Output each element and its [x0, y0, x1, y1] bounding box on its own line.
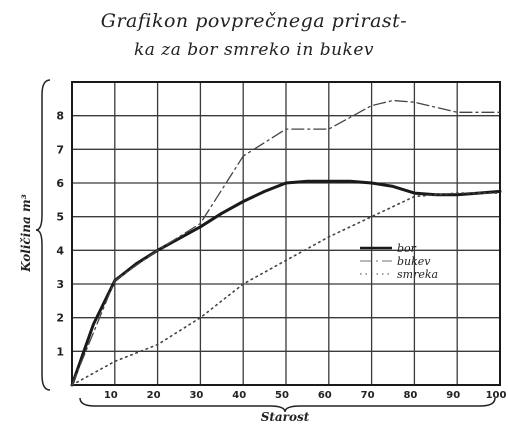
x-tick-label: 60	[318, 390, 332, 401]
series-line-bor	[70, 179, 502, 387]
x-axis-label: Starost	[261, 410, 310, 424]
y-tick-label: 5	[56, 211, 64, 224]
plot-frame	[71, 81, 501, 386]
legend-label-bor: bor	[397, 242, 417, 255]
x-tick-label: 100	[486, 390, 507, 401]
legend-label-bukev: bukev	[397, 255, 431, 268]
y-tick-label: 4	[56, 244, 64, 257]
series-line-smreka	[71, 192, 501, 386]
chart-title: Grafikon povprečnega prirast-	[100, 10, 408, 32]
series-line-bukev	[71, 99, 501, 386]
x-tick-label: 30	[189, 390, 203, 401]
y-tick-label: 2	[56, 312, 64, 325]
x-tick-label: 40	[232, 390, 246, 401]
x-tick-label: 70	[361, 390, 375, 401]
x-tick-label: 90	[446, 390, 460, 401]
x-axis-brace	[79, 397, 496, 413]
y-axis-brace	[35, 79, 51, 391]
x-tick-label: 80	[403, 390, 417, 401]
x-tick-label: 50	[275, 390, 289, 401]
y-tick-label: 6	[56, 177, 64, 190]
chart-subtitle: ka za bor smreko in bukev	[133, 40, 375, 60]
y-tick-label: 8	[56, 110, 64, 123]
legend-label-smreka: smreka	[397, 268, 438, 281]
x-tick-label: 20	[147, 390, 161, 401]
x-tick-label: 10	[104, 390, 118, 401]
y-tick-label: 3	[56, 278, 64, 291]
y-axis-label: Količina m³	[19, 194, 33, 273]
y-tick-label: 7	[56, 143, 64, 156]
y-tick-label: 1	[56, 345, 64, 358]
